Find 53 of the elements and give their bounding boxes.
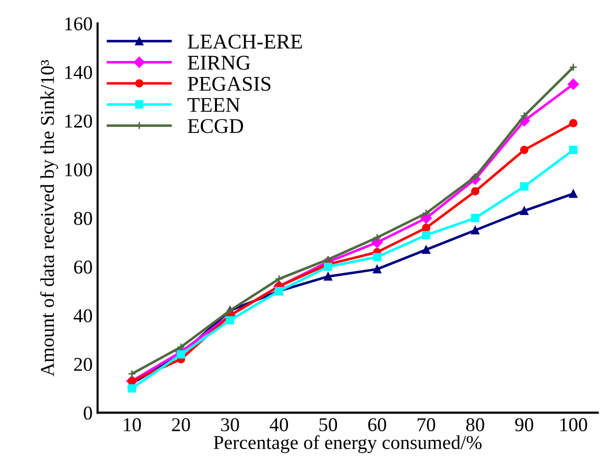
legend-label: ECGD	[188, 119, 244, 134]
point	[372, 265, 382, 274]
x-tick-label: 60	[368, 418, 386, 432]
legend-label: TEEN	[188, 98, 240, 112]
point	[422, 230, 430, 240]
x-tick-label: 30	[221, 418, 239, 432]
x-tick-label: 100	[560, 418, 588, 432]
legend-label: LEACH-ERE	[188, 34, 302, 49]
x-tick-label: 70	[418, 418, 436, 432]
point	[520, 206, 528, 215]
point	[324, 272, 332, 281]
point	[422, 209, 430, 218]
x-tick-label: 50	[319, 418, 338, 432]
y-tick-label: 40	[74, 309, 92, 322]
point	[471, 187, 480, 196]
y-tick-label: 0	[84, 406, 92, 420]
x-axis-title: Percentage of energy consumed/%	[214, 435, 482, 454]
y-tick-label: 120	[65, 114, 92, 128]
point	[422, 224, 430, 232]
point	[372, 233, 382, 242]
legend-label: PEGASIS	[188, 76, 270, 91]
point	[128, 384, 136, 393]
point	[422, 246, 430, 254]
point	[274, 274, 284, 284]
point	[569, 63, 578, 72]
point	[471, 226, 480, 234]
point	[568, 78, 579, 90]
point	[520, 146, 528, 154]
point	[569, 190, 578, 198]
y-tick-label: 160	[65, 17, 92, 30]
y-tick-label: 60	[74, 260, 92, 274]
point	[324, 262, 332, 271]
y-tick-label: 140	[65, 66, 92, 80]
x-tick-label: 80	[466, 418, 484, 432]
x-tick-label: 40	[270, 418, 288, 432]
x-tick-label: 20	[172, 418, 190, 432]
x-tick-label: 90	[515, 418, 534, 432]
point	[176, 342, 186, 352]
y-tick-label: 20	[74, 358, 92, 371]
legend-label: EIRNG	[188, 56, 250, 70]
point	[569, 146, 578, 154]
x-tick-label: 10	[124, 418, 141, 432]
point	[569, 119, 578, 128]
y-axis-title: Amount of data received by the Sink/10³	[40, 60, 58, 376]
y-tick-label: 100	[65, 163, 92, 176]
point	[372, 252, 382, 262]
point	[128, 370, 136, 378]
point	[520, 112, 528, 120]
point	[520, 182, 528, 191]
y-tick-label: 80	[74, 212, 92, 226]
point	[471, 214, 480, 222]
point	[226, 316, 234, 324]
point	[324, 255, 332, 264]
